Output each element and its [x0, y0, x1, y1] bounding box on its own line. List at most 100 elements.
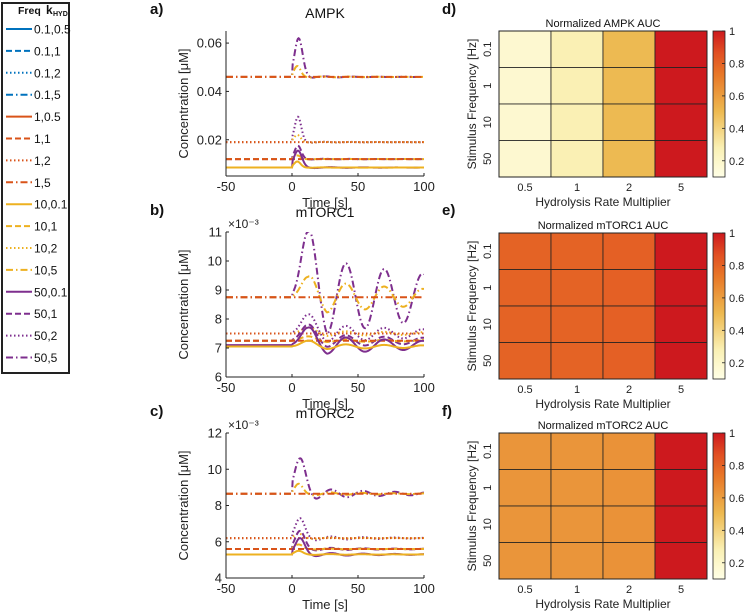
legend-header-k-sub: HYD — [53, 11, 68, 18]
y-tick-label-b: 8 — [215, 312, 222, 327]
x-tick-label-f: 1 — [574, 584, 580, 596]
x-tick-label-a: 0 — [288, 179, 295, 194]
legend-label-10,0.1: 10,0.1 — [34, 198, 68, 212]
heat-cell-f-10-0.5 — [498, 505, 552, 543]
legend-label-0.1,0.5: 0.1,0.5 — [34, 23, 71, 37]
heat-cell-d-10-5 — [654, 103, 708, 141]
series-line-a-50,2 — [226, 115, 424, 144]
x-tick-label-a: 100 — [413, 179, 435, 194]
series-line-b-50,5 — [226, 232, 424, 335]
heat-cell-e-50-1 — [550, 342, 604, 380]
chart-f: f) Normalized mTORC2 AUC 0.5 1 2 5 0.1 1 10 50 Hyd… — [442, 403, 744, 611]
x-axis-label-d: Hydrolysis Rate Multiplier — [535, 195, 670, 209]
y-exponent-b: ×10⁻³ — [228, 217, 259, 231]
y-axis-label-e: Stimulus Frequency [Hz] — [465, 241, 479, 372]
y-tick-label-b: 7 — [215, 341, 222, 356]
chart-title-f: Normalized mTORC2 AUC — [538, 420, 669, 432]
heat-cell-f-0.1-1 — [550, 432, 604, 470]
heat-cell-d-1-1 — [550, 67, 604, 105]
series-line-c-10,0.1 — [226, 549, 424, 556]
legend-label-10,5: 10,5 — [34, 263, 58, 277]
x-tick-label-d: 5 — [678, 182, 684, 194]
y-axis-label-a: Concentration [μM] — [176, 48, 191, 158]
heat-cell-e-0.1-2 — [602, 232, 656, 270]
x-tick-label-f: 5 — [678, 584, 684, 596]
legend-label-50,0.1: 50,0.1 — [34, 285, 68, 299]
colorbar-e — [712, 232, 726, 380]
x-tick-label-f: 0.5 — [517, 584, 532, 596]
x-tick-label-e: 1 — [574, 384, 580, 396]
panel-label-b: b) — [150, 202, 164, 219]
heat-frame-e — [498, 232, 708, 380]
heat-cell-f-10-1 — [550, 505, 604, 543]
x-tick-label-e: 0.5 — [517, 384, 532, 396]
heat-cell-e-10-1 — [550, 305, 604, 343]
colorbar-tick-label-f: 0.8 — [729, 460, 744, 472]
heat-cell-d-50-5 — [654, 140, 708, 178]
legend-label-0.1,5: 0.1,5 — [34, 88, 61, 102]
heat-cell-e-10-2 — [602, 305, 656, 343]
panel-label-f: f) — [442, 403, 452, 420]
chart-d: d) Normalized AMPK AUC 0.5 1 2 5 0.1 1 10 50 Hydro… — [442, 1, 744, 209]
series-line-a-10,0.1 — [226, 160, 424, 169]
series-line-b-50,0.1 — [226, 326, 424, 355]
legend-label-0.1,1: 0.1,1 — [34, 44, 61, 58]
heat-cell-f-1-2 — [602, 469, 656, 507]
y-axis-label-c: Concentration [μM] — [176, 450, 191, 560]
legend-label-1,1: 1,1 — [34, 132, 51, 146]
y-tick-label-c: 8 — [215, 498, 222, 513]
legend: Freq k HYD 0.1,0.5 0.1,1 0.1,2 0.1,5 1,0.5 1,1 1,… — [1, 2, 71, 374]
heat-cell-e-0.1-1 — [550, 232, 604, 270]
series-line-c-50,1 — [226, 529, 424, 552]
x-tick-label-c: 0 — [288, 581, 295, 596]
colorbar-tick-label-e: 1 — [729, 228, 735, 240]
y-axis-label-d: Stimulus Frequency [Hz] — [465, 39, 479, 170]
series-group-c — [226, 457, 424, 558]
panel-label-d: d) — [442, 1, 456, 18]
heat-cell-d-0.1-2 — [602, 30, 656, 68]
chart-title-d: Normalized AMPK AUC — [546, 18, 661, 30]
x-tick-label-b: 50 — [351, 380, 365, 395]
series-group-a — [226, 36, 424, 170]
series-line-a-50,1 — [226, 144, 424, 161]
chart-title-e: Normalized mTORC1 AUC — [538, 220, 669, 232]
heat-cell-e-0.1-0.5 — [498, 232, 552, 270]
x-axis-label-a: Time [s] — [302, 195, 348, 210]
y-tick-label-b: 10 — [208, 254, 222, 269]
x-tick-label-d: 1 — [574, 182, 580, 194]
legend-label-50,5: 50,5 — [34, 351, 58, 365]
x-tick-label-f: 2 — [626, 584, 632, 596]
heat-cell-f-1-5 — [654, 469, 708, 507]
x-tick-label-c: 50 — [351, 581, 365, 596]
colorbar-f — [712, 432, 726, 580]
legend-label-1,5: 1,5 — [34, 176, 51, 190]
x-axis-label-b: Time [s] — [302, 396, 348, 411]
x-tick-label-b: -50 — [217, 380, 236, 395]
heat-frame-d — [498, 30, 708, 178]
colorbar-tick-label-f: 0.4 — [729, 525, 744, 537]
heat-cell-d-50-0.5 — [498, 140, 552, 178]
heat-cell-f-10-2 — [602, 505, 656, 543]
heat-cell-e-1-0.5 — [498, 269, 552, 307]
x-tick-label-c: -50 — [217, 581, 236, 596]
heat-cell-f-1-1 — [550, 469, 604, 507]
y-tick-label-d: 0.1 — [482, 42, 494, 57]
colorbar-d — [712, 30, 726, 178]
y-tick-label-e: 10 — [482, 318, 494, 330]
heat-cell-d-1-2 — [602, 67, 656, 105]
heat-cell-f-1-0.5 — [498, 469, 552, 507]
heat-cell-d-0.1-1 — [550, 30, 604, 68]
legend-label-50,1: 50,1 — [34, 307, 58, 321]
chart-title-c: mTORC2 — [296, 405, 355, 421]
y-tick-label-f: 10 — [482, 518, 494, 530]
legend-label-10,2: 10,2 — [34, 242, 58, 256]
y-tick-label-d: 50 — [482, 153, 494, 165]
heat-cell-e-1-5 — [654, 269, 708, 307]
legend-label-0.1,2: 0.1,2 — [34, 66, 61, 80]
heat-cell-e-50-2 — [602, 342, 656, 380]
x-tick-label-e: 2 — [626, 384, 632, 396]
legend-label-50,2: 50,2 — [34, 329, 58, 343]
y-tick-label-a: 0.02 — [197, 132, 222, 147]
y-tick-label-a: 0.04 — [197, 84, 222, 99]
colorbar-tick-label-d: 0.8 — [729, 58, 744, 70]
